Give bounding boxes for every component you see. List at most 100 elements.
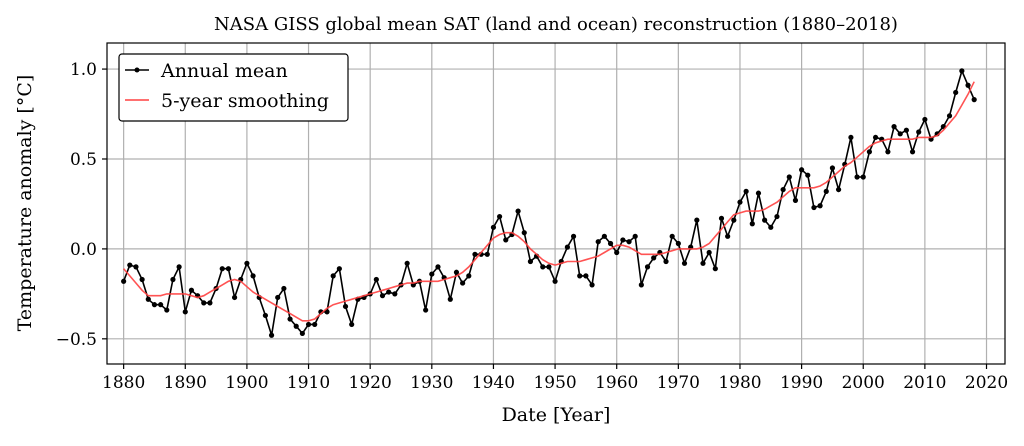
annual-mean-point	[595, 239, 601, 245]
x-axis-label: Date [Year]	[502, 404, 611, 426]
annual-mean-point	[872, 134, 879, 141]
y-tick-label: 1.0	[70, 60, 97, 80]
annual-mean-point	[607, 240, 614, 247]
x-tick-label: 2010	[903, 373, 946, 393]
annual-mean-point	[540, 264, 546, 270]
annual-mean-point	[731, 217, 737, 223]
annual-mean-point	[287, 316, 293, 322]
annual-mean-point	[423, 307, 429, 313]
annual-mean-point	[626, 239, 632, 245]
annual-mean-point	[127, 262, 133, 268]
annual-mean-point	[472, 251, 478, 257]
annual-mean-point	[268, 332, 275, 338]
annual-mean-point	[971, 97, 977, 103]
x-axis: 1880 1890 1900 1910 1920 1930 1940 1950 1960 1970…	[102, 364, 1008, 393]
annual-mean-point	[583, 273, 589, 279]
annual-mean-point	[250, 273, 256, 279]
annual-mean-point	[503, 237, 509, 243]
annual-mean-point	[207, 300, 213, 306]
annual-mean-point	[404, 260, 410, 266]
y-axis: −0.5 0.0 0.5 1.0	[56, 60, 107, 350]
x-tick-label: 1950	[533, 373, 576, 393]
annual-mean-point	[817, 203, 823, 209]
annual-mean-point	[663, 258, 669, 265]
y-tick-label: 0.5	[70, 150, 97, 170]
annual-mean-point	[681, 260, 688, 266]
legend-annual-marker	[134, 67, 140, 73]
annual-mean-point	[601, 233, 607, 239]
x-tick-label: 2000	[842, 373, 885, 393]
annual-mean-point	[527, 258, 534, 265]
annual-mean-point	[447, 296, 453, 302]
annual-mean-point	[460, 280, 466, 286]
annual-mean-point	[453, 269, 460, 275]
annual-mean-point	[336, 266, 342, 272]
x-tick-label: 1930	[410, 373, 453, 393]
annual-mean-point	[231, 294, 238, 301]
annual-mean-point	[835, 186, 842, 193]
annual-mean-point	[799, 167, 805, 173]
annual-mean-point	[780, 186, 786, 193]
annual-mean-point	[564, 244, 571, 250]
annual-mean-point	[145, 296, 151, 302]
annual-mean-point	[490, 224, 497, 230]
annual-mean-point	[700, 260, 706, 266]
annual-mean-point	[139, 276, 145, 283]
annual-mean-point	[201, 300, 207, 306]
annual-mean-point	[546, 264, 552, 270]
annual-mean-point	[675, 240, 681, 247]
legend: Annual mean 5-year smoothing	[118, 53, 349, 122]
annual-mean-point	[552, 278, 558, 284]
annual-mean-point	[133, 264, 139, 270]
annual-mean-point	[121, 278, 127, 284]
annual-mean-point	[916, 129, 922, 135]
x-tick-label: 1960	[595, 373, 638, 393]
x-tick-label: 1980	[718, 373, 761, 393]
x-tick-label: 1890	[164, 373, 207, 393]
annual-mean-point	[244, 260, 250, 266]
chart-title: NASA GISS global mean SAT (land and ocea…	[214, 14, 898, 35]
annual-mean-point	[725, 233, 731, 239]
legend-annual-label: Annual mean	[160, 60, 288, 82]
annual-mean-point	[324, 309, 330, 315]
annual-mean-point	[330, 273, 336, 279]
annual-mean-point	[786, 174, 792, 180]
annual-mean-point	[164, 307, 170, 313]
annual-mean-point	[718, 215, 725, 221]
annual-mean-point	[305, 321, 312, 328]
annual-mean-point	[774, 213, 780, 220]
annual-mean-point	[953, 89, 959, 96]
annual-mean-point	[811, 204, 817, 211]
y-axis-label: Temperature anomaly [°C]	[14, 75, 36, 332]
annual-mean-point	[922, 116, 928, 123]
x-tick-label: 1880	[102, 373, 145, 393]
annual-mean-point	[891, 124, 897, 130]
legend-box	[118, 53, 349, 122]
annual-mean-point	[589, 282, 595, 288]
annual-mean-point	[755, 190, 762, 196]
x-tick-label: 2020	[965, 373, 1008, 393]
annual-mean-point	[386, 289, 392, 295]
annual-mean-point	[694, 217, 700, 223]
annual-mean-point	[176, 264, 182, 270]
annual-mean-point	[651, 255, 657, 261]
annual-mean-point	[965, 82, 971, 88]
annual-mean-point	[885, 149, 891, 155]
annual-mean-point	[170, 276, 176, 283]
x-tick-label: 1910	[287, 373, 330, 393]
x-tick-label: 1900	[225, 373, 268, 393]
annual-mean-point	[429, 271, 435, 277]
annual-mean-point	[749, 221, 755, 227]
legend-smooth-label: 5-year smoothing	[161, 90, 329, 112]
annual-mean-point	[638, 282, 644, 288]
annual-mean-point	[342, 303, 349, 310]
annual-mean-point	[373, 276, 379, 283]
plot-frame	[106, 42, 1006, 365]
annual-mean-point	[299, 330, 305, 337]
annual-mean-point	[312, 321, 318, 328]
annual-mean-point	[946, 113, 953, 119]
annual-mean-point	[379, 293, 386, 299]
annual-mean-point	[435, 264, 441, 270]
annual-mean-point	[712, 266, 718, 272]
